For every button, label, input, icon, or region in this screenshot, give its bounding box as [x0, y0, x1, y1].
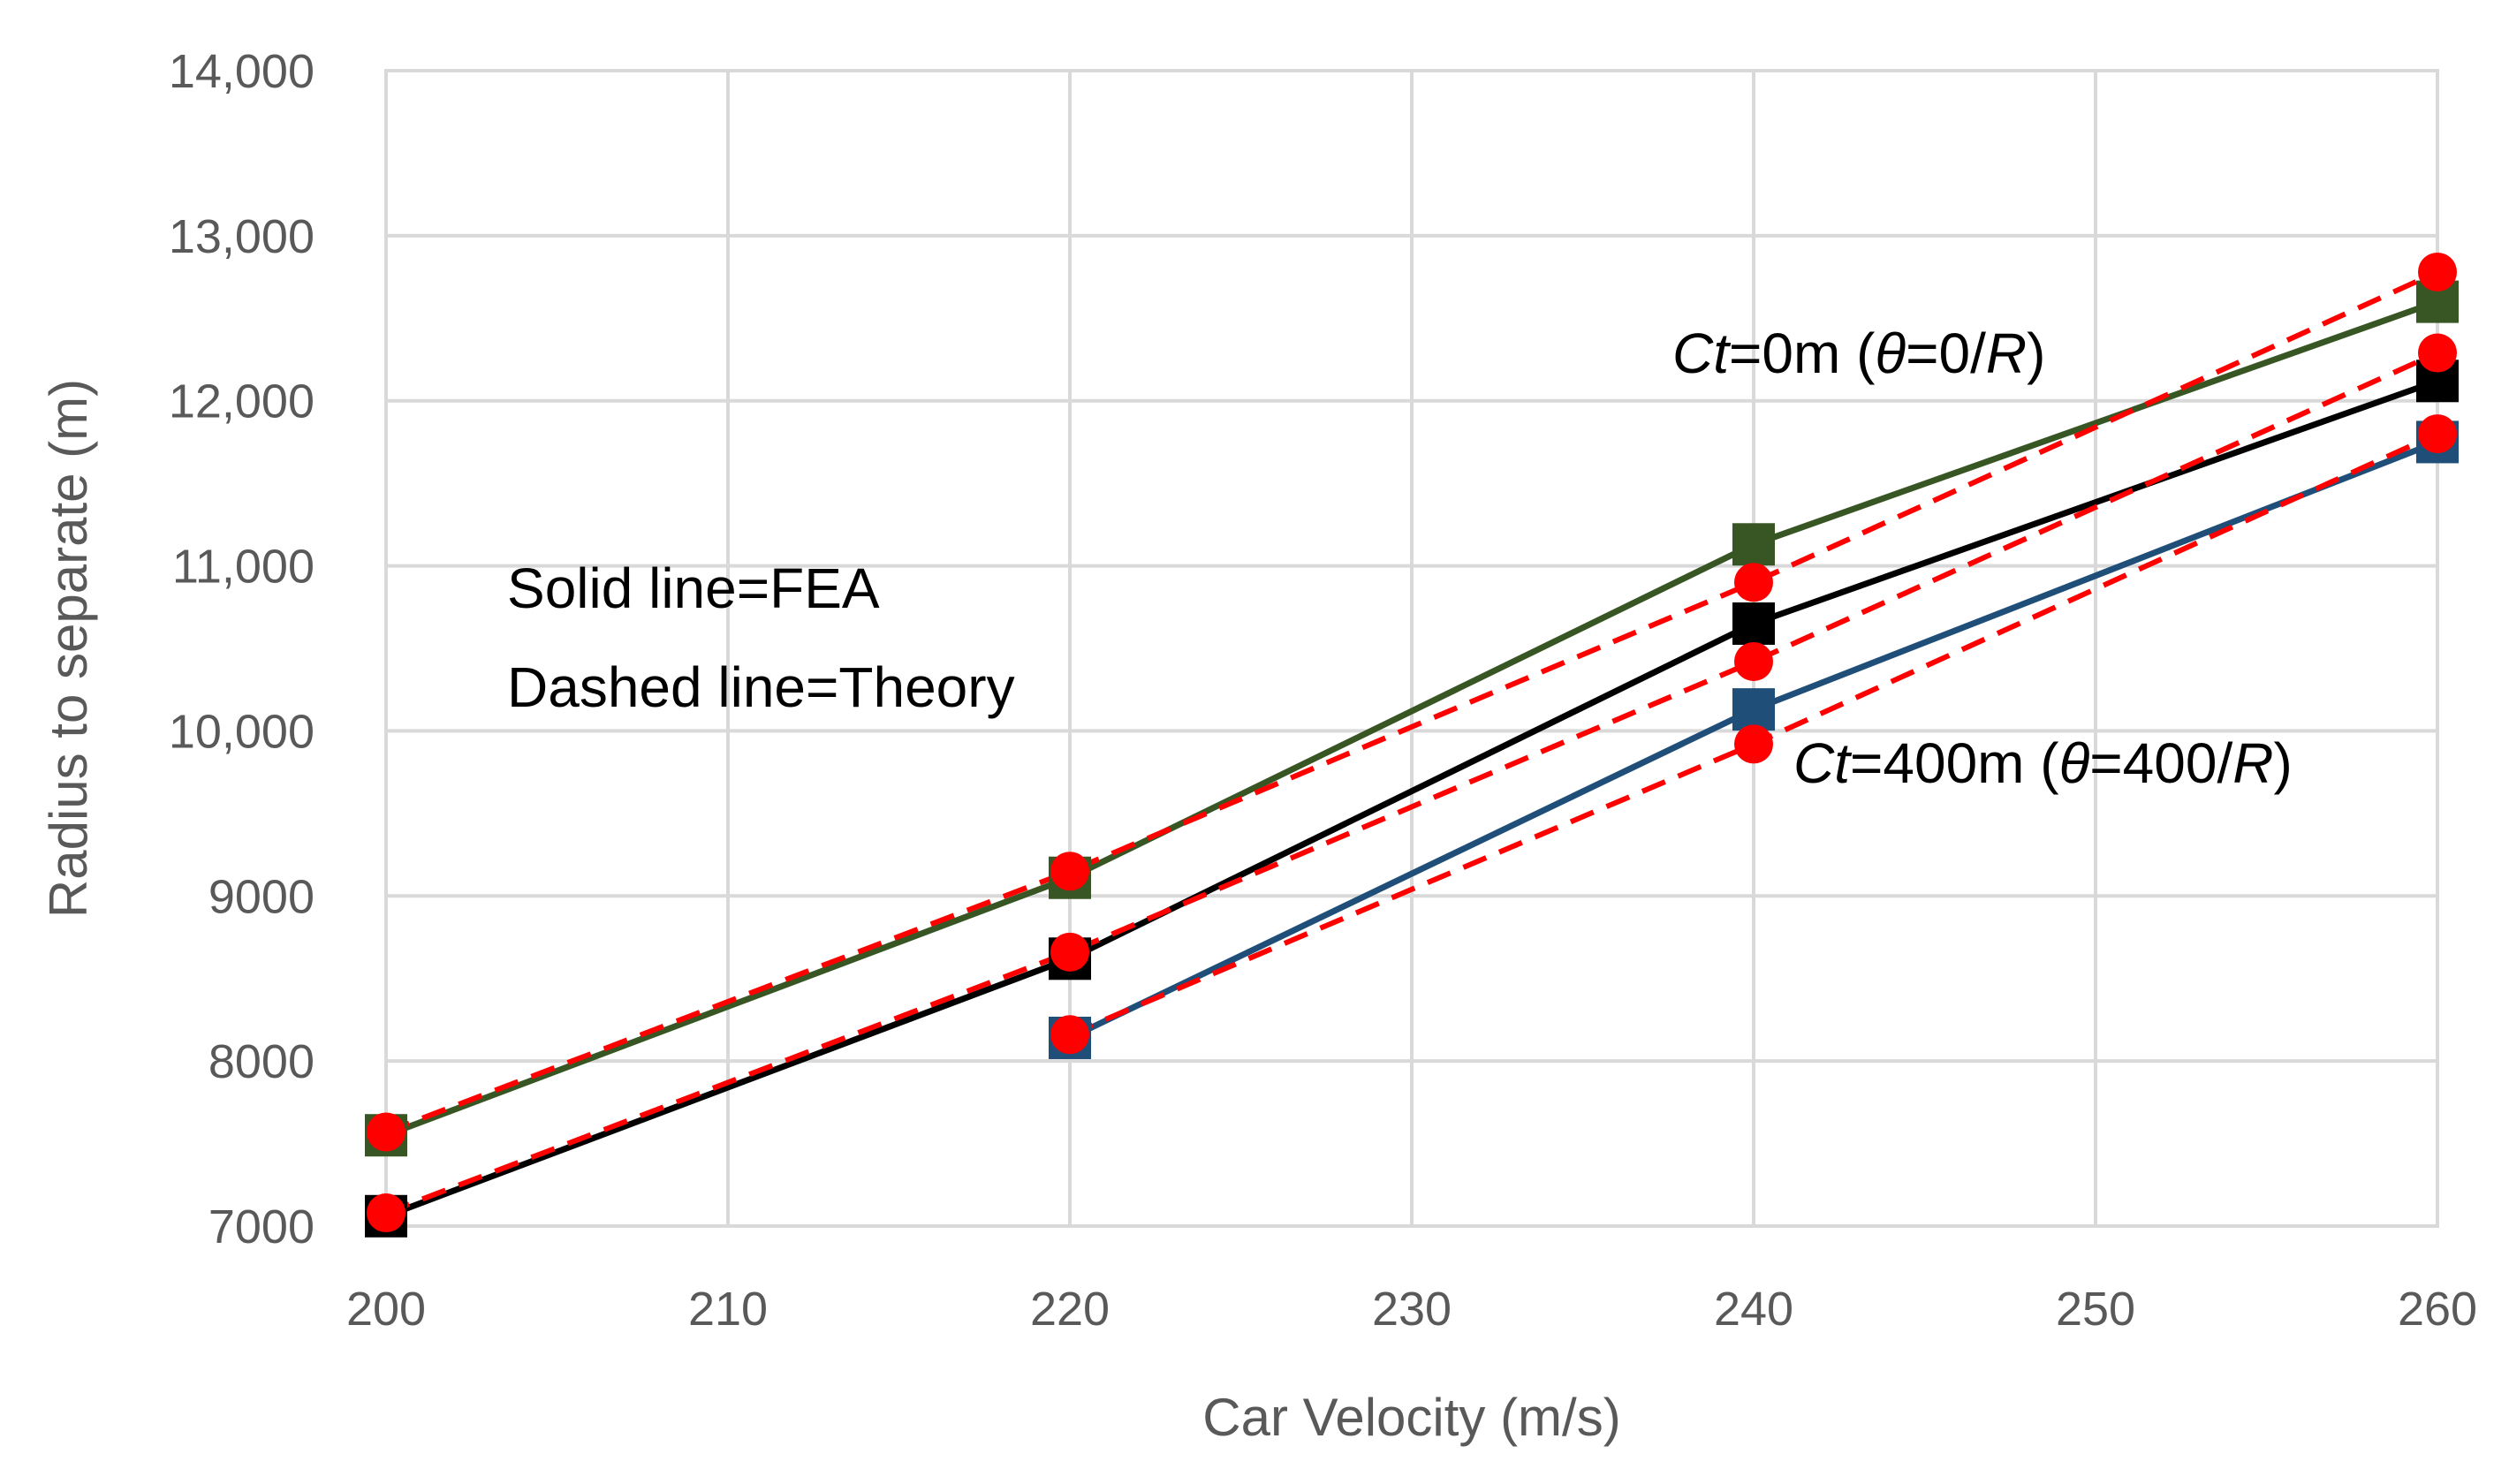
- series-line-fea-ct-200m: [384, 378, 2439, 1220]
- point-theory-ct-200m: [2418, 333, 2457, 373]
- y-tick-label: 10,000: [169, 705, 315, 758]
- x-tick-label: 220: [1030, 1283, 1110, 1336]
- point-theory-ct-200m: [367, 1193, 406, 1233]
- x-tick-label: 250: [2056, 1283, 2135, 1336]
- point-theory-ct-200m: [1734, 641, 1773, 681]
- ct400-ct: Ct: [1793, 731, 1852, 795]
- point-theory-ct-0m: [1734, 563, 1773, 602]
- legend-dashed-label: Dashed line=Theory: [507, 655, 1015, 719]
- ct0-close: ): [2027, 322, 2045, 385]
- y-tick-label: 7000: [208, 1200, 315, 1253]
- point-fea-ct-0m: [1732, 523, 1775, 566]
- point-theory-ct-0m: [1050, 852, 1089, 891]
- point-fea-ct-400m: [1732, 688, 1775, 731]
- series-line-fea-ct-0m: [384, 299, 2439, 1139]
- markers: [365, 252, 2459, 1238]
- series-layer: [365, 252, 2459, 1238]
- x-tick-labels: 200 210 220 230 240 250 260: [346, 1283, 2477, 1336]
- point-theory-ct-0m: [367, 1112, 406, 1152]
- point-theory-ct-400m: [2418, 414, 2457, 454]
- y-tick-label: 13,000: [169, 210, 315, 263]
- x-tick-label: 230: [1372, 1283, 1452, 1336]
- y-tick-label: 9000: [208, 870, 315, 923]
- point-theory-ct-400m: [1734, 724, 1773, 764]
- legend-solid-label: Solid line=FEA: [507, 556, 880, 620]
- series-line-theory-ct-200m: [384, 350, 2439, 1215]
- ct0-theta: θ: [1875, 322, 1906, 385]
- x-tick-label: 240: [1714, 1283, 1793, 1336]
- ct400-annotation: Ct=400m (θ=400/R): [1793, 731, 2293, 795]
- ct400-r: R: [2232, 731, 2273, 795]
- point-theory-ct-400m: [1050, 1015, 1089, 1055]
- x-tick-label: 210: [688, 1283, 768, 1336]
- y-axis-title: Radius to separate (m): [39, 379, 98, 918]
- ct400-ratio: =400/: [2089, 731, 2232, 795]
- ct400-theta: θ: [2059, 731, 2090, 795]
- ct0-r: R: [1986, 322, 2027, 385]
- point-theory-ct-200m: [1050, 932, 1089, 972]
- y-tick-label: 14,000: [169, 45, 315, 98]
- series-line-theory-ct-0m: [384, 269, 2439, 1135]
- point-theory-ct-0m: [2418, 252, 2457, 292]
- ct0-value: =0m (: [1729, 322, 1875, 385]
- ct0-ratio: =0/: [1906, 322, 1986, 385]
- x-axis-title: Car Velocity (m/s): [1202, 1388, 1620, 1447]
- ct400-close: ): [2273, 731, 2292, 795]
- x-tick-label: 260: [2398, 1283, 2477, 1336]
- y-tick-labels: 7000 8000 9000 10,000 11,000 12,000 13,000 14,0…: [169, 45, 315, 1253]
- gridlines: [384, 69, 2439, 1228]
- point-fea-ct-200m: [1732, 602, 1775, 645]
- y-tick-label: 8000: [208, 1035, 315, 1088]
- plot-frame: [384, 69, 2439, 1228]
- ct400-value: =400m (: [1850, 731, 2059, 795]
- ct0-annotation: Ct=0m (θ=0/R): [1672, 322, 2045, 385]
- x-tick-label: 200: [346, 1283, 426, 1336]
- y-tick-label: 11,000: [172, 541, 315, 594]
- ct0-ct: Ct: [1672, 322, 1731, 385]
- y-tick-label: 12,000: [169, 375, 315, 428]
